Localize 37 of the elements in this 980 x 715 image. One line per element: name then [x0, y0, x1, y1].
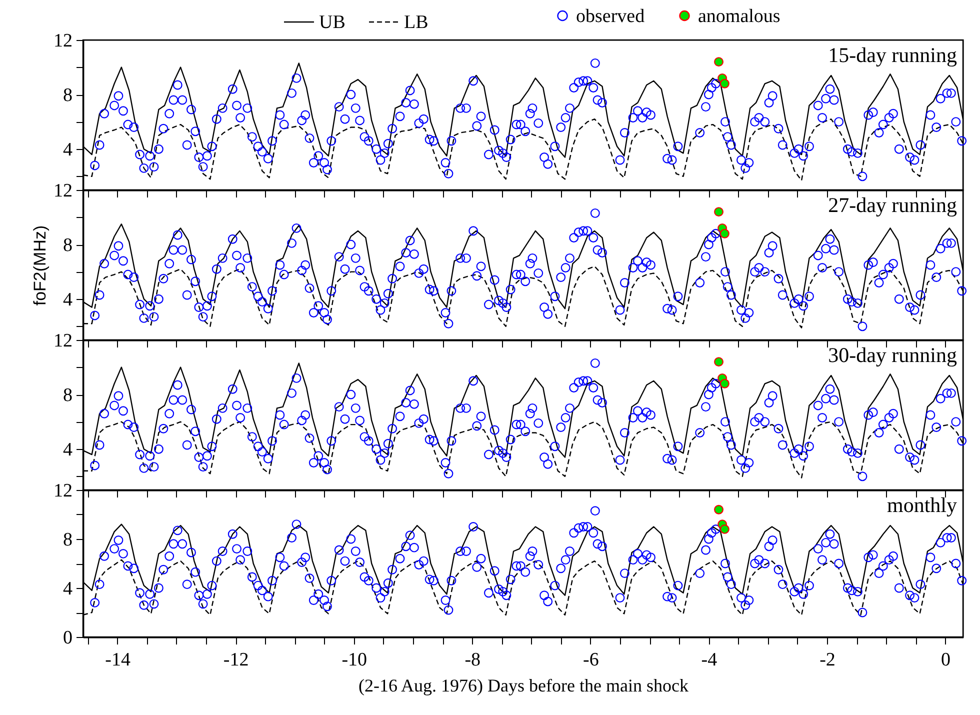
y-tick-label: 4	[63, 140, 73, 161]
y-tick-label: 4	[63, 578, 73, 600]
annotation: 27-day running	[828, 193, 958, 217]
y-tick-label: 4	[63, 290, 73, 311]
annotation: 15-day running	[828, 43, 958, 67]
point	[714, 57, 724, 67]
y-tick-label: 8	[63, 385, 72, 406]
legend-label: anomalous	[698, 6, 780, 27]
x-tick-label: -4	[701, 650, 718, 670]
x-tick-label: -12	[223, 650, 249, 670]
point	[720, 378, 730, 388]
legend-label: LB	[404, 12, 428, 33]
y-tick-label: 12	[54, 30, 72, 52]
point	[714, 357, 724, 367]
x-tick-label: -8	[464, 650, 481, 670]
legend-label: observed	[576, 6, 646, 27]
x-tick-label: -14	[105, 650, 131, 670]
annotation: 30-day running	[828, 343, 958, 367]
y-tick-label: 8	[63, 235, 72, 256]
x-axis-title: (2-16 Aug. 1976) Days before the main shock	[358, 676, 688, 696]
legend-label: UB	[319, 12, 346, 33]
y-tick-label: 12	[54, 180, 72, 202]
y-tick-label: 12	[54, 480, 72, 502]
y-tick-label: 8	[63, 530, 72, 550]
y-tick-label: 0	[63, 628, 72, 648]
y-tick-label: 8	[63, 85, 72, 106]
x-tick-label: -10	[342, 650, 368, 670]
y-tick-label: 4	[63, 440, 73, 461]
x-tick-label: 0	[941, 650, 951, 670]
x-tick-label: -6	[583, 650, 599, 670]
y-axis-title: foF2(MHz)	[30, 225, 50, 306]
point	[720, 228, 730, 238]
annotation: monthly	[886, 493, 958, 517]
point	[714, 207, 724, 217]
x-tick-label: -2	[820, 650, 836, 670]
y-tick-label: 12	[54, 330, 72, 352]
point	[720, 78, 730, 88]
